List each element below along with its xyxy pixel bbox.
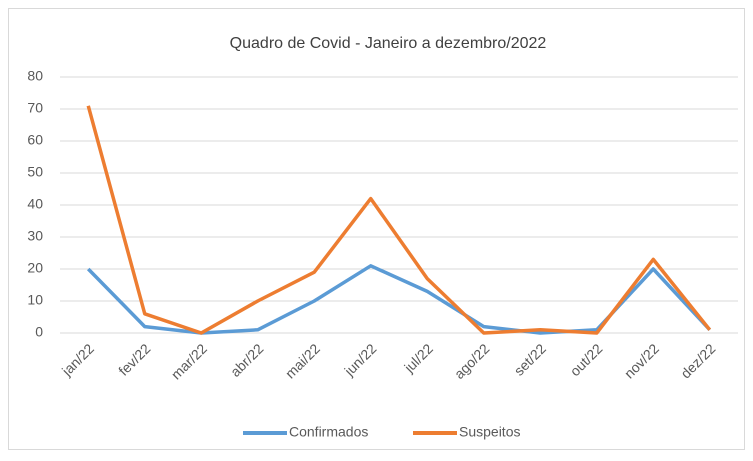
- series-line: [86, 105, 712, 335]
- y-tick-label: 10: [27, 292, 43, 308]
- y-tick-label: 0: [35, 324, 43, 340]
- legend-label: Suspeitos: [459, 424, 520, 440]
- y-tick-label: 30: [27, 228, 43, 244]
- y-tick-label: 70: [27, 100, 43, 116]
- chart-frame: [8, 8, 745, 450]
- y-tick-label: 60: [27, 132, 43, 148]
- y-tick-label: 50: [27, 164, 43, 180]
- legend-label: Confirmados: [289, 424, 368, 440]
- y-tick-label: 20: [27, 260, 43, 276]
- y-tick-label: 40: [27, 196, 43, 212]
- y-tick-label: 80: [27, 68, 43, 84]
- chart-title: Quadro de Covid - Janeiro a dezembro/202…: [230, 35, 547, 52]
